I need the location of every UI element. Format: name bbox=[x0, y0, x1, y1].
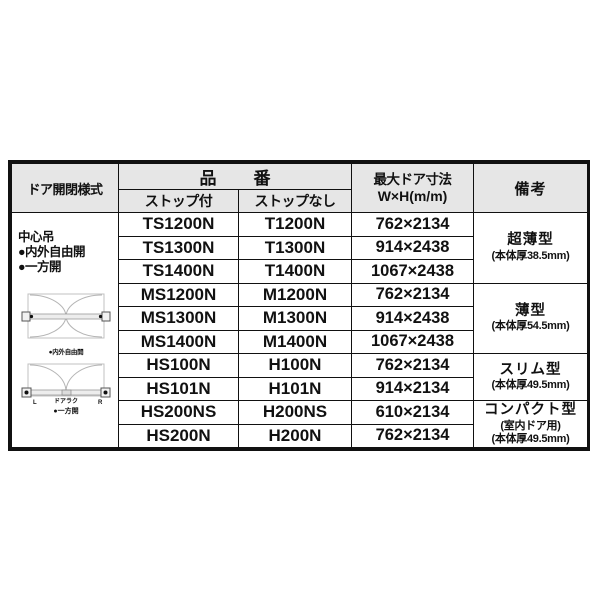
table-row: HS100N H100N 762×2134 スリム型 (本体厚49.5mm) bbox=[12, 353, 588, 401]
table-row: MS1400N M1400N 1067×2438 bbox=[12, 329, 588, 354]
cell-remark: 薄型 (本体厚54.5mm) bbox=[473, 282, 588, 354]
table-row: TS1300N T1300N 914×2438 bbox=[12, 235, 588, 260]
remark-sub: (本体厚38.5mm) bbox=[491, 249, 570, 262]
door-swing-diagram-oneway-caption: ●一方開 bbox=[53, 407, 79, 415]
cell-stop-without: H200NS bbox=[238, 400, 352, 425]
header-product-number: 品 番 bbox=[118, 163, 352, 190]
cell-remark: 超薄型 (本体厚38.5mm) bbox=[473, 212, 588, 284]
cell-stop-with: HS101N bbox=[118, 376, 239, 401]
one-way-swing-diagram-icon: L R ドアラク bbox=[21, 363, 111, 406]
cell-stop-without: T1300N bbox=[238, 235, 352, 260]
cell-stop-with: TS1200N bbox=[118, 212, 239, 237]
cell-stop-without: H101N bbox=[238, 376, 352, 401]
cell-remark: スリム型 (本体厚49.5mm) bbox=[473, 353, 588, 401]
remark-title: 薄型 bbox=[515, 302, 546, 319]
door-mode-bullet-oneway: ●一方開 bbox=[18, 260, 62, 274]
cell-stop-without: H100N bbox=[238, 353, 352, 378]
door-mode-bullet-free: ●内外自由開 bbox=[18, 244, 86, 259]
remark-title: コンパクト型 bbox=[484, 402, 577, 419]
cell-stop-without: M1400N bbox=[238, 329, 352, 354]
cell-stop-with: MS1300N bbox=[118, 306, 239, 331]
cell-stop-with: MS1200N bbox=[118, 282, 239, 307]
door-spec-table: ドア開閉様式 品 番 最大ドア寸法 W×H(m/m) 備考 ストップ付 ストップ… bbox=[11, 163, 588, 448]
cell-stop-with: MS1400N bbox=[118, 329, 239, 354]
remark-sub: (室内ドア用) bbox=[500, 419, 561, 432]
diagram-label-center: ドアラク bbox=[54, 397, 78, 405]
table-row: MS1200N M1200N 762×2134 薄型 (本体厚54.5mm) bbox=[12, 282, 588, 354]
cell-size: 1067×2438 bbox=[351, 259, 474, 284]
remark-sub: (本体厚49.5mm) bbox=[491, 379, 570, 392]
door-swing-diagram-free: ●内外自由開 bbox=[20, 290, 112, 356]
diagram-label-left: L bbox=[33, 400, 37, 406]
table-row: TS1400N T1400N 1067×2438 bbox=[12, 259, 588, 284]
table-body: 中心吊 ●内外自由開 ●一方開 bbox=[11, 212, 588, 448]
cell-stop-without: T1200N bbox=[238, 212, 352, 237]
spec-table-container: ドア開閉様式 品 番 最大ドア寸法 W×H(m/m) 備考 ストップ付 ストップ… bbox=[8, 160, 590, 451]
remark-title: スリム型 bbox=[499, 361, 562, 378]
header-remarks: 備考 bbox=[473, 163, 588, 213]
cell-size: 914×2438 bbox=[351, 306, 474, 331]
diagram-label-right: R bbox=[98, 400, 103, 406]
cell-size: 762×2134 bbox=[351, 282, 474, 307]
header-row-1: ドア開閉様式 品 番 最大ドア寸法 W×H(m/m) 備考 bbox=[11, 163, 588, 213]
cell-size: 762×2134 bbox=[351, 353, 474, 378]
cell-stop-without: H200N bbox=[238, 423, 352, 448]
cell-stop-without: M1300N bbox=[238, 306, 352, 331]
cell-remark: コンパクト型 (室内ドア用) (本体厚49.5mm) bbox=[473, 400, 588, 448]
remark-sub2: (本体厚49.5mm) bbox=[491, 432, 570, 445]
table-row: MS1300N M1300N 914×2438 bbox=[12, 306, 588, 331]
table-header: ドア開閉様式 品 番 最大ドア寸法 W×H(m/m) 備考 ストップ付 ストップ… bbox=[11, 163, 588, 213]
cell-stop-with: HS200NS bbox=[118, 400, 239, 425]
header-door-mode: ドア開閉様式 bbox=[11, 163, 119, 213]
cell-size: 914×2134 bbox=[351, 376, 474, 401]
table-row: 中心吊 ●内外自由開 ●一方開 bbox=[11, 212, 588, 448]
door-mode-labels: 中心吊 ●内外自由開 ●一方開 bbox=[18, 229, 86, 276]
door-swing-diagram-free-caption: ●内外自由開 bbox=[48, 348, 84, 356]
door-mode-box: 中心吊 ●内外自由開 ●一方開 bbox=[12, 218, 118, 443]
header-row-2: ストップ付 ストップなし bbox=[12, 189, 588, 213]
remark-sub: (本体厚54.5mm) bbox=[491, 320, 570, 333]
table-row: HS200N H200N 762×2134 bbox=[12, 423, 588, 448]
cell-stop-without: M1200N bbox=[238, 282, 352, 307]
cell-stop-without: T1400N bbox=[238, 259, 352, 284]
cell-size: 914×2438 bbox=[351, 235, 474, 260]
cell-stop-with: TS1400N bbox=[118, 259, 239, 284]
cell-stop-with: TS1300N bbox=[118, 235, 239, 260]
double-swing-diagram-icon bbox=[21, 293, 111, 338]
header-max-door-size: 最大ドア寸法 W×H(m/m) bbox=[351, 163, 474, 213]
table-row: HS200NS H200NS 610×2134 コンパクト型 (室内ドア用) (… bbox=[12, 400, 588, 448]
cell-size: 762×2134 bbox=[351, 423, 474, 448]
header-stop-without: ストップなし bbox=[238, 189, 352, 213]
door-mode-cell: 中心吊 ●内外自由開 ●一方開 bbox=[11, 212, 119, 448]
cell-size: 1067×2438 bbox=[351, 329, 474, 354]
cell-size: 610×2134 bbox=[351, 400, 474, 425]
door-mode-title: 中心吊 bbox=[18, 229, 55, 244]
door-swing-diagram-oneway: L R ドアラク ●一方開 bbox=[20, 360, 112, 416]
table-row: HS101N H101N 914×2134 bbox=[12, 376, 588, 401]
cell-stop-with: HS100N bbox=[118, 353, 239, 378]
remark-title: 超薄型 bbox=[507, 232, 554, 249]
cell-stop-with: HS200N bbox=[118, 423, 239, 448]
header-max-door-size-line1: 最大ドア寸法 bbox=[373, 171, 453, 187]
header-stop-with: ストップ付 bbox=[118, 189, 239, 213]
cell-size: 762×2134 bbox=[351, 212, 474, 237]
header-max-door-size-line2: W×H(m/m) bbox=[377, 187, 448, 204]
